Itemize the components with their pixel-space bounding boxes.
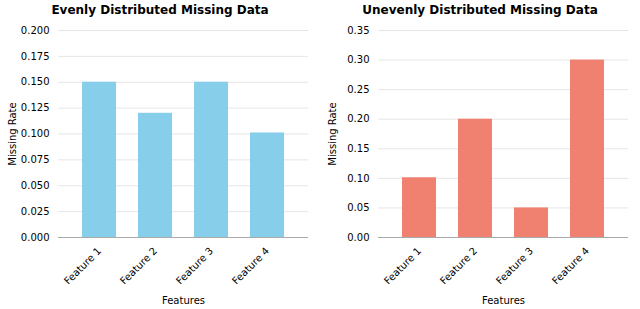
svg-text:0.000: 0.000 xyxy=(21,232,50,243)
svg-text:0.05: 0.05 xyxy=(347,202,369,213)
svg-text:0.30: 0.30 xyxy=(347,54,369,65)
svg-text:0.10: 0.10 xyxy=(347,173,369,184)
svg-text:Feature 2: Feature 2 xyxy=(118,245,159,286)
html-text:Evenly Distributed Missing Dat: Evenly Distributed Missing Data xyxy=(51,3,269,17)
svg-text:Feature 3: Feature 3 xyxy=(494,245,535,286)
svg-text:0.025: 0.025 xyxy=(21,206,50,217)
svg-text:Feature 1: Feature 1 xyxy=(382,245,423,286)
svg-text:Feature 2: Feature 2 xyxy=(438,245,479,286)
svg-text:Missing Rate: Missing Rate xyxy=(327,102,338,165)
svg-text:0.125: 0.125 xyxy=(21,102,50,113)
html-text:Unevenly Distributed Missing D: Unevenly Distributed Missing Data xyxy=(362,3,598,17)
svg-text:0.150: 0.150 xyxy=(21,76,50,87)
svg-text:0.200: 0.200 xyxy=(21,25,50,36)
svg-text:0.15: 0.15 xyxy=(347,143,369,154)
svg-text:0.075: 0.075 xyxy=(21,154,50,165)
svg-text:Feature 3: Feature 3 xyxy=(174,245,215,286)
svg-text:0.050: 0.050 xyxy=(21,180,50,191)
svg-text:Feature 4: Feature 4 xyxy=(230,245,271,286)
svg-text:Features: Features xyxy=(482,295,525,306)
svg-text:0.00: 0.00 xyxy=(347,232,369,243)
svg-text:Features: Features xyxy=(162,295,205,306)
svg-text:0.35: 0.35 xyxy=(347,25,369,36)
svg-text:Missing Rate: Missing Rate xyxy=(7,102,18,165)
svg-text:Feature 1: Feature 1 xyxy=(62,245,103,286)
svg-text:Feature 4: Feature 4 xyxy=(550,245,591,286)
svg-text:0.100: 0.100 xyxy=(21,128,50,139)
svg-text:0.175: 0.175 xyxy=(21,51,50,62)
svg-text:0.20: 0.20 xyxy=(347,113,369,124)
svg-text:0.25: 0.25 xyxy=(347,84,369,95)
